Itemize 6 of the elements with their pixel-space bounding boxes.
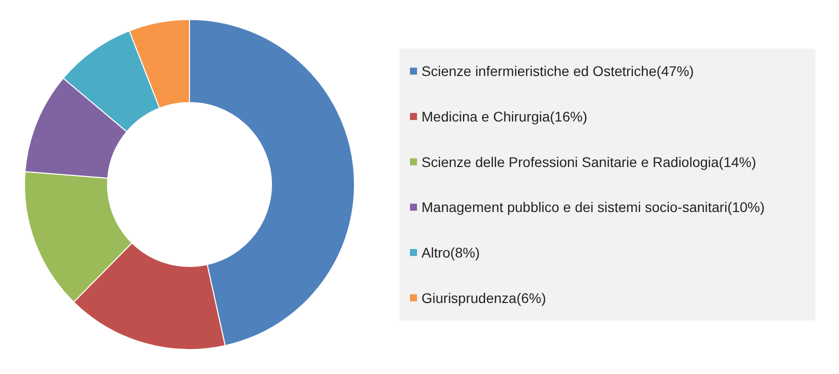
legend-label: Scienze infermieristiche ed Ostetriche(47%) [422, 63, 694, 80]
legend-label: Giurisprudenza(6%) [422, 290, 546, 306]
legend-label: Scienze delle Professioni Sanitarie e Radiologia(14%) [422, 154, 756, 170]
legend-label: Medicina e Chirurgia(16%) [422, 108, 588, 124]
legend-label: Management pubblico e dei sistemi socio-sanitari(10%) [422, 199, 765, 216]
legend-label: Altro(8%) [422, 244, 480, 260]
